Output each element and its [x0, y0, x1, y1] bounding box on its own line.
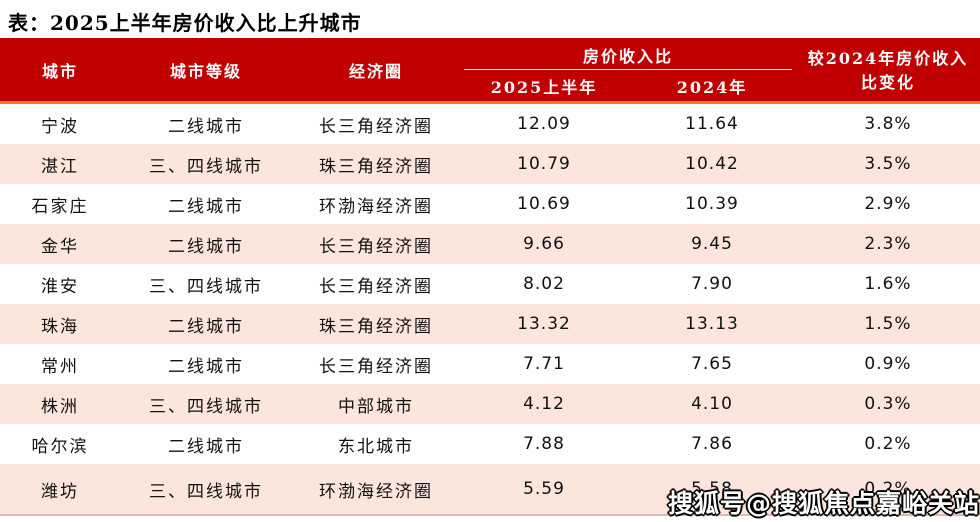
table-body: 宁波 二线城市 长三角经济圈 12.09 11.64 3.8% 湛江 三、四线城市 珠三角经济圈… [0, 104, 980, 516]
cell-region: 长三角经济圈 [319, 356, 433, 377]
sohu-watermark: 搜狐号@搜狐焦点嘉峪关站 [667, 489, 980, 518]
table-header: 城市 城市等级 经济圈 房价收入比 2025上半年 2024年 较2024年房价… [0, 38, 980, 104]
table-row: 常州 二线城市 长三角经济圈 7.71 7.65 0.9% [0, 344, 980, 384]
cell-h1_2025: 7.88 [523, 434, 565, 454]
cell-y_2024: 10.39 [685, 194, 739, 214]
table-row: 珠海 二线城市 珠三角经济圈 13.32 13.13 1.5% [0, 304, 980, 344]
cell-y_2024: 7.90 [691, 274, 733, 294]
cell-h1_2025: 7.71 [523, 354, 565, 374]
cell-change: 2.3% [864, 234, 912, 254]
header-ratio-2025h1: 2025上半年 [490, 77, 598, 97]
cell-change: 0.2% [864, 479, 912, 499]
cell-y_2024: 13.13 [685, 314, 739, 334]
cell-h1_2025: 5.59 [523, 479, 565, 499]
cell-region: 长三角经济圈 [319, 116, 433, 137]
cell-tier: 二线城市 [168, 356, 244, 377]
cell-city: 珠海 [41, 316, 79, 337]
header-region: 经济圈 [348, 61, 403, 81]
header-ratio-2024: 2024年 [676, 77, 748, 97]
table-row: 淮安 三、四线城市 长三角经济圈 8.02 7.90 1.6% [0, 264, 980, 304]
header-ratio-group: 房价收入比 2025上半年 2024年 [460, 38, 796, 101]
header-ratio-subcolumns: 2025上半年 2024年 [460, 70, 796, 101]
cell-tier: 三、四线城市 [149, 481, 263, 502]
cell-y_2024: 7.86 [691, 434, 733, 454]
table-row: 潍坊 三、四线城市 环渤海经济圈 5.59 5.58 0.2% [0, 464, 980, 514]
cell-y_2024: 5.58 [691, 479, 733, 499]
cell-region: 珠三角经济圈 [319, 156, 433, 177]
header-tier: 城市等级 [169, 61, 242, 81]
table-row: 哈尔滨 二线城市 东北城市 7.88 7.86 0.2% [0, 424, 980, 464]
table-row: 石家庄 二线城市 环渤海经济圈 10.69 10.39 2.9% [0, 184, 980, 224]
cell-city: 株洲 [41, 396, 79, 417]
cell-region: 珠三角经济圈 [319, 316, 433, 337]
cell-region: 中部城市 [338, 396, 414, 417]
cell-region: 东北城市 [338, 436, 414, 457]
cell-tier: 三、四线城市 [149, 276, 263, 297]
cell-city: 常州 [41, 356, 79, 377]
cell-h1_2025: 4.12 [523, 394, 565, 414]
cell-city: 湛江 [41, 156, 79, 177]
header-change: 较2024年房价收入 比变化 [807, 49, 969, 92]
header-group-divider [464, 69, 792, 70]
cell-y_2024: 4.10 [691, 394, 733, 414]
cell-region: 长三角经济圈 [319, 236, 433, 257]
cell-h1_2025: 13.32 [517, 314, 571, 334]
cell-change: 0.3% [864, 394, 912, 414]
cell-city: 宁波 [41, 116, 79, 137]
cell-h1_2025: 9.66 [523, 234, 565, 254]
cell-tier: 二线城市 [168, 116, 244, 137]
house-price-income-table: 城市 城市等级 经济圈 房价收入比 2025上半年 2024年 较2024年房价… [0, 38, 980, 516]
cell-tier: 二线城市 [168, 196, 244, 217]
cell-city: 淮安 [41, 276, 79, 297]
cell-tier: 二线城市 [168, 436, 244, 457]
cell-region: 长三角经济圈 [319, 276, 433, 297]
cell-y_2024: 9.45 [691, 234, 733, 254]
cell-change: 1.5% [864, 314, 912, 334]
cell-tier: 三、四线城市 [149, 156, 263, 177]
cell-change: 0.2% [864, 434, 912, 454]
cell-region: 环渤海经济圈 [319, 481, 433, 502]
cell-change: 0.9% [864, 354, 912, 374]
cell-city: 金华 [41, 236, 79, 257]
header-ratio-group-title: 房价收入比 [582, 47, 673, 66]
cell-region: 环渤海经济圈 [319, 196, 433, 217]
cell-tier: 二线城市 [168, 236, 244, 257]
page-title: 表：2025上半年房价收入比上升城市 [8, 11, 362, 35]
cell-city: 石家庄 [31, 196, 89, 217]
cell-h1_2025: 10.69 [517, 194, 571, 214]
table-row: 湛江 三、四线城市 珠三角经济圈 10.79 10.42 3.5% [0, 144, 980, 184]
cell-h1_2025: 8.02 [523, 274, 565, 294]
cell-h1_2025: 12.09 [517, 114, 571, 134]
cell-tier: 二线城市 [168, 316, 244, 337]
table-row: 金华 二线城市 长三角经济圈 9.66 9.45 2.3% [0, 224, 980, 264]
header-city: 城市 [41, 61, 78, 81]
cell-y_2024: 11.64 [685, 114, 739, 134]
cell-change: 1.6% [864, 274, 912, 294]
table-row: 宁波 二线城市 长三角经济圈 12.09 11.64 3.8% [0, 104, 980, 144]
table-row: 株洲 三、四线城市 中部城市 4.12 4.10 0.3% [0, 384, 980, 424]
cell-city: 潍坊 [41, 481, 79, 502]
cell-change: 3.5% [864, 154, 912, 174]
cell-city: 哈尔滨 [31, 436, 89, 457]
cell-tier: 三、四线城市 [149, 396, 263, 417]
cell-y_2024: 7.65 [691, 354, 733, 374]
cell-y_2024: 10.42 [685, 154, 739, 174]
cell-change: 3.8% [864, 114, 912, 134]
cell-h1_2025: 10.79 [517, 154, 571, 174]
cell-change: 2.9% [864, 194, 912, 214]
